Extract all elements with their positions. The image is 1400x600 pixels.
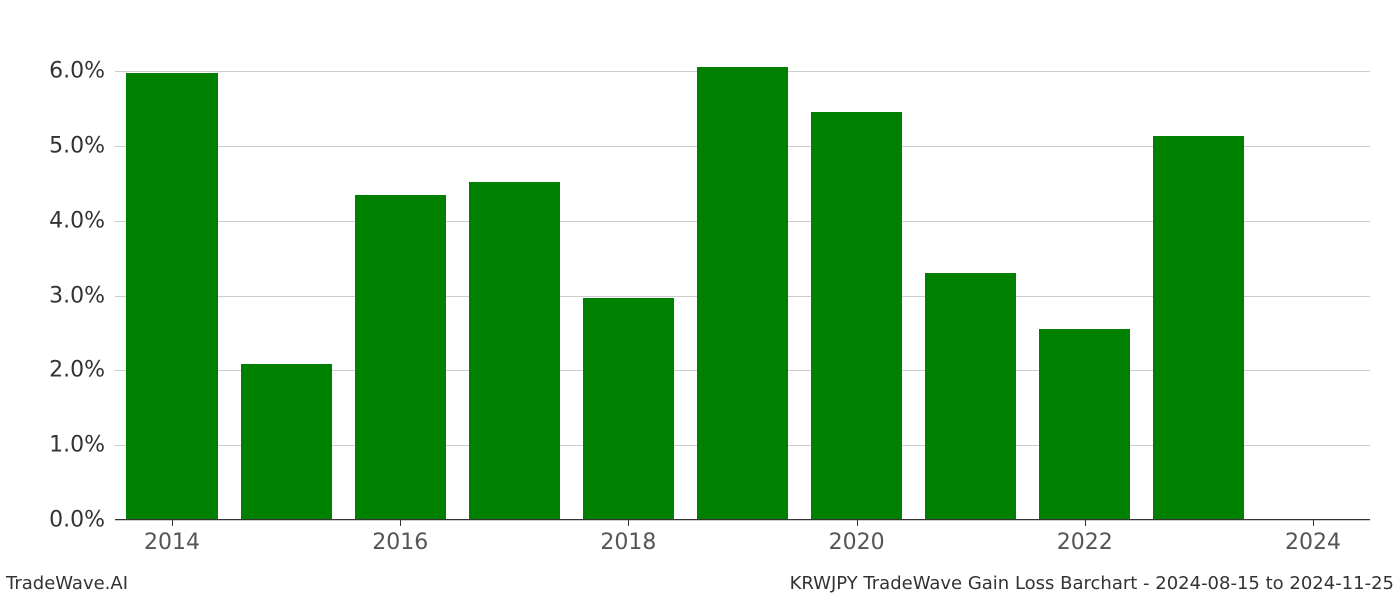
y-tick-label: 5.0% [49, 133, 115, 158]
y-tick-label: 0.0% [49, 508, 115, 533]
footer-caption: KRWJPY TradeWave Gain Loss Barchart - 20… [790, 573, 1394, 594]
plot-area: 0.0%1.0%2.0%3.0%4.0%5.0%6.0%201420162018… [115, 45, 1370, 520]
bar [355, 195, 446, 520]
gridline [115, 520, 1370, 521]
y-tick-label: 2.0% [49, 358, 115, 383]
footer-brand: TradeWave.AI [6, 573, 128, 594]
y-tick-label: 3.0% [49, 283, 115, 308]
bar [1039, 329, 1130, 520]
x-axis-line [115, 519, 1370, 520]
x-tick-label: 2016 [372, 520, 428, 555]
y-tick-label: 1.0% [49, 433, 115, 458]
bar [126, 73, 217, 520]
bar [469, 182, 560, 520]
x-tick-label: 2014 [144, 520, 200, 555]
bar [241, 364, 332, 520]
y-tick-label: 6.0% [49, 59, 115, 84]
bar [583, 298, 674, 520]
x-tick-label: 2022 [1057, 520, 1113, 555]
bar [925, 273, 1016, 520]
bar [697, 67, 788, 520]
bar [1153, 136, 1244, 520]
x-tick-label: 2024 [1285, 520, 1341, 555]
barchart-container: 0.0% 1.0% 2.0% 3.0% 4.0% 5.0% 6.0% 2014 2016 2018… [0, 0, 1400, 600]
bar [811, 112, 902, 520]
x-tick-label: 2020 [829, 520, 885, 555]
x-tick-label: 2018 [600, 520, 656, 555]
y-tick-label: 4.0% [49, 208, 115, 233]
